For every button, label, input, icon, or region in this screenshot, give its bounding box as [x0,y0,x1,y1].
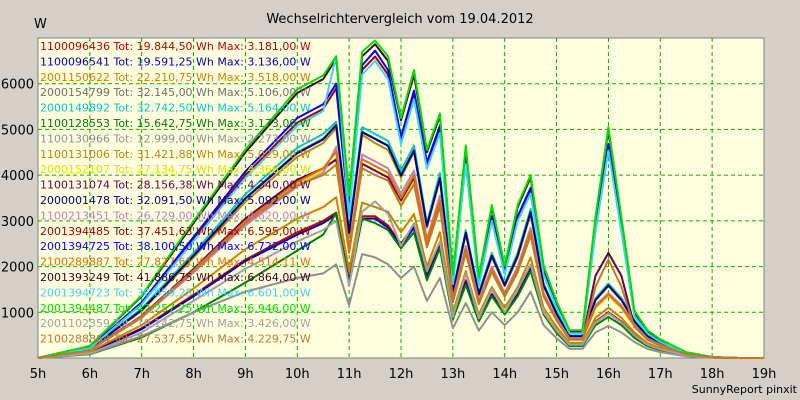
chart-title: Wechselrichtervergleich vom 19.04.2012 [266,12,533,27]
series-line [37,211,764,359]
legend-entry: 2001394485 Tot: 37.451,63 Wh Max: 6.595,… [40,225,311,238]
x-tick-label: 9h [237,367,254,382]
legend-entry: 2001394725 Tot: 38.100,50 Wh Max: 6.722,… [40,240,311,253]
legend-entry: 2100288864 Tot: 27.537,65 Wh Max: 4.229,… [40,333,311,346]
series-line [37,196,764,359]
series-line [37,253,764,359]
legend-entry: 1100096436 Tot: 19.844,50 Wh Max: 3.181,… [40,40,311,53]
x-tick-label: 11h [337,367,362,382]
series-line [37,200,764,359]
y-axis-label: W [34,17,47,32]
x-axis-ticks: 5h 6h 7h 8h 9h 10h 11h 12h 13h 14h 15h 16h 17h 18h 19h [30,367,777,382]
series-line [37,124,764,359]
x-tick-label: 13h [440,367,465,382]
legend-entry: 2000001478 Tot: 32.091,50 Wh Max: 5.092,… [40,194,311,207]
y-tick-label: 4000 [1,169,34,184]
legend-entry: 2001150622 Tot: 22.210,75 Wh Max: 3.518,… [40,71,311,84]
series-layer [37,39,764,359]
x-tick-label: 17h [648,367,673,382]
x-tick-label: 16h [596,367,621,382]
y-tick-label: 1000 [1,306,34,321]
y-tick-label: 6000 [1,78,34,93]
legend-entry: 2100289887 Tot: 27.827,61 Wh Max: 4.514,… [40,256,311,269]
series-line [37,55,764,359]
legend-entry: 2001102359 Tot: 18.142,75 Wh Max: 3.426,… [40,317,311,330]
x-tick-label: 7h [133,367,150,382]
footer-credit: SunnyReport pinxit [692,383,798,396]
legend-entry: 1100096541 Tot: 19.591,25 Wh Max: 3.136,… [40,55,311,68]
y-tick-label: 3000 [1,215,34,230]
legend-entry: 1100130966 Tot: 12.999,00 Wh Max: 2.273,… [40,132,311,145]
legend-entry: 1100213451 Tot: 26.729,00 Wh Max: 4.620,… [40,209,311,222]
legend-entry: 1100128553 Tot: 15.642,75 Wh Max: 3.173,… [40,117,311,130]
y-tick-label: 5000 [1,123,34,138]
x-tick-label: 14h [492,367,517,382]
grid-lines [38,38,764,358]
series-line [37,163,764,359]
legend-entry: 2000154799 Tot: 32.145,00 Wh Max: 5.106,… [40,86,311,99]
series-line [37,39,764,359]
legend-entry: 1100131074 Tot: 28.156,38 Wh Max: 4.340,… [40,179,311,192]
x-tick-label: 8h [185,367,202,382]
legend-entry: 2000149892 Tot: 32.742,50 Wh Max: 5.164,… [40,102,311,115]
x-tick-label: 19h [752,367,777,382]
x-tick-label: 6h [82,367,99,382]
legend-entry: 1100131006 Tot: 31.421,88 Wh Max: 5.029,… [40,148,311,161]
legend: 1100096436 Tot: 19.844,50 Wh Max: 3.181,… [40,40,311,346]
legend-entry: 2001394723 Tot: 36.859,25 Wh Max: 6.601,… [40,286,311,299]
y-axis-ticks: 1000 2000 3000 4000 5000 6000 [1,78,34,322]
x-tick-label: 5h [30,367,47,382]
x-tick-label: 15h [544,367,569,382]
x-tick-label: 18h [700,367,725,382]
x-tick-label: 12h [389,367,414,382]
legend-entry: 2000152107 Tot: 27.134,75 Wh Max: 4.366,… [40,163,311,176]
x-tick-label: 10h [285,367,310,382]
legend-entry: 2001394487 Tot: 42.257,25 Wh Max: 6.946,… [40,302,311,315]
legend-entry: 2001393249 Tot: 41.886,75 Wh Max: 6.864,… [40,271,311,284]
y-tick-label: 2000 [1,261,34,276]
